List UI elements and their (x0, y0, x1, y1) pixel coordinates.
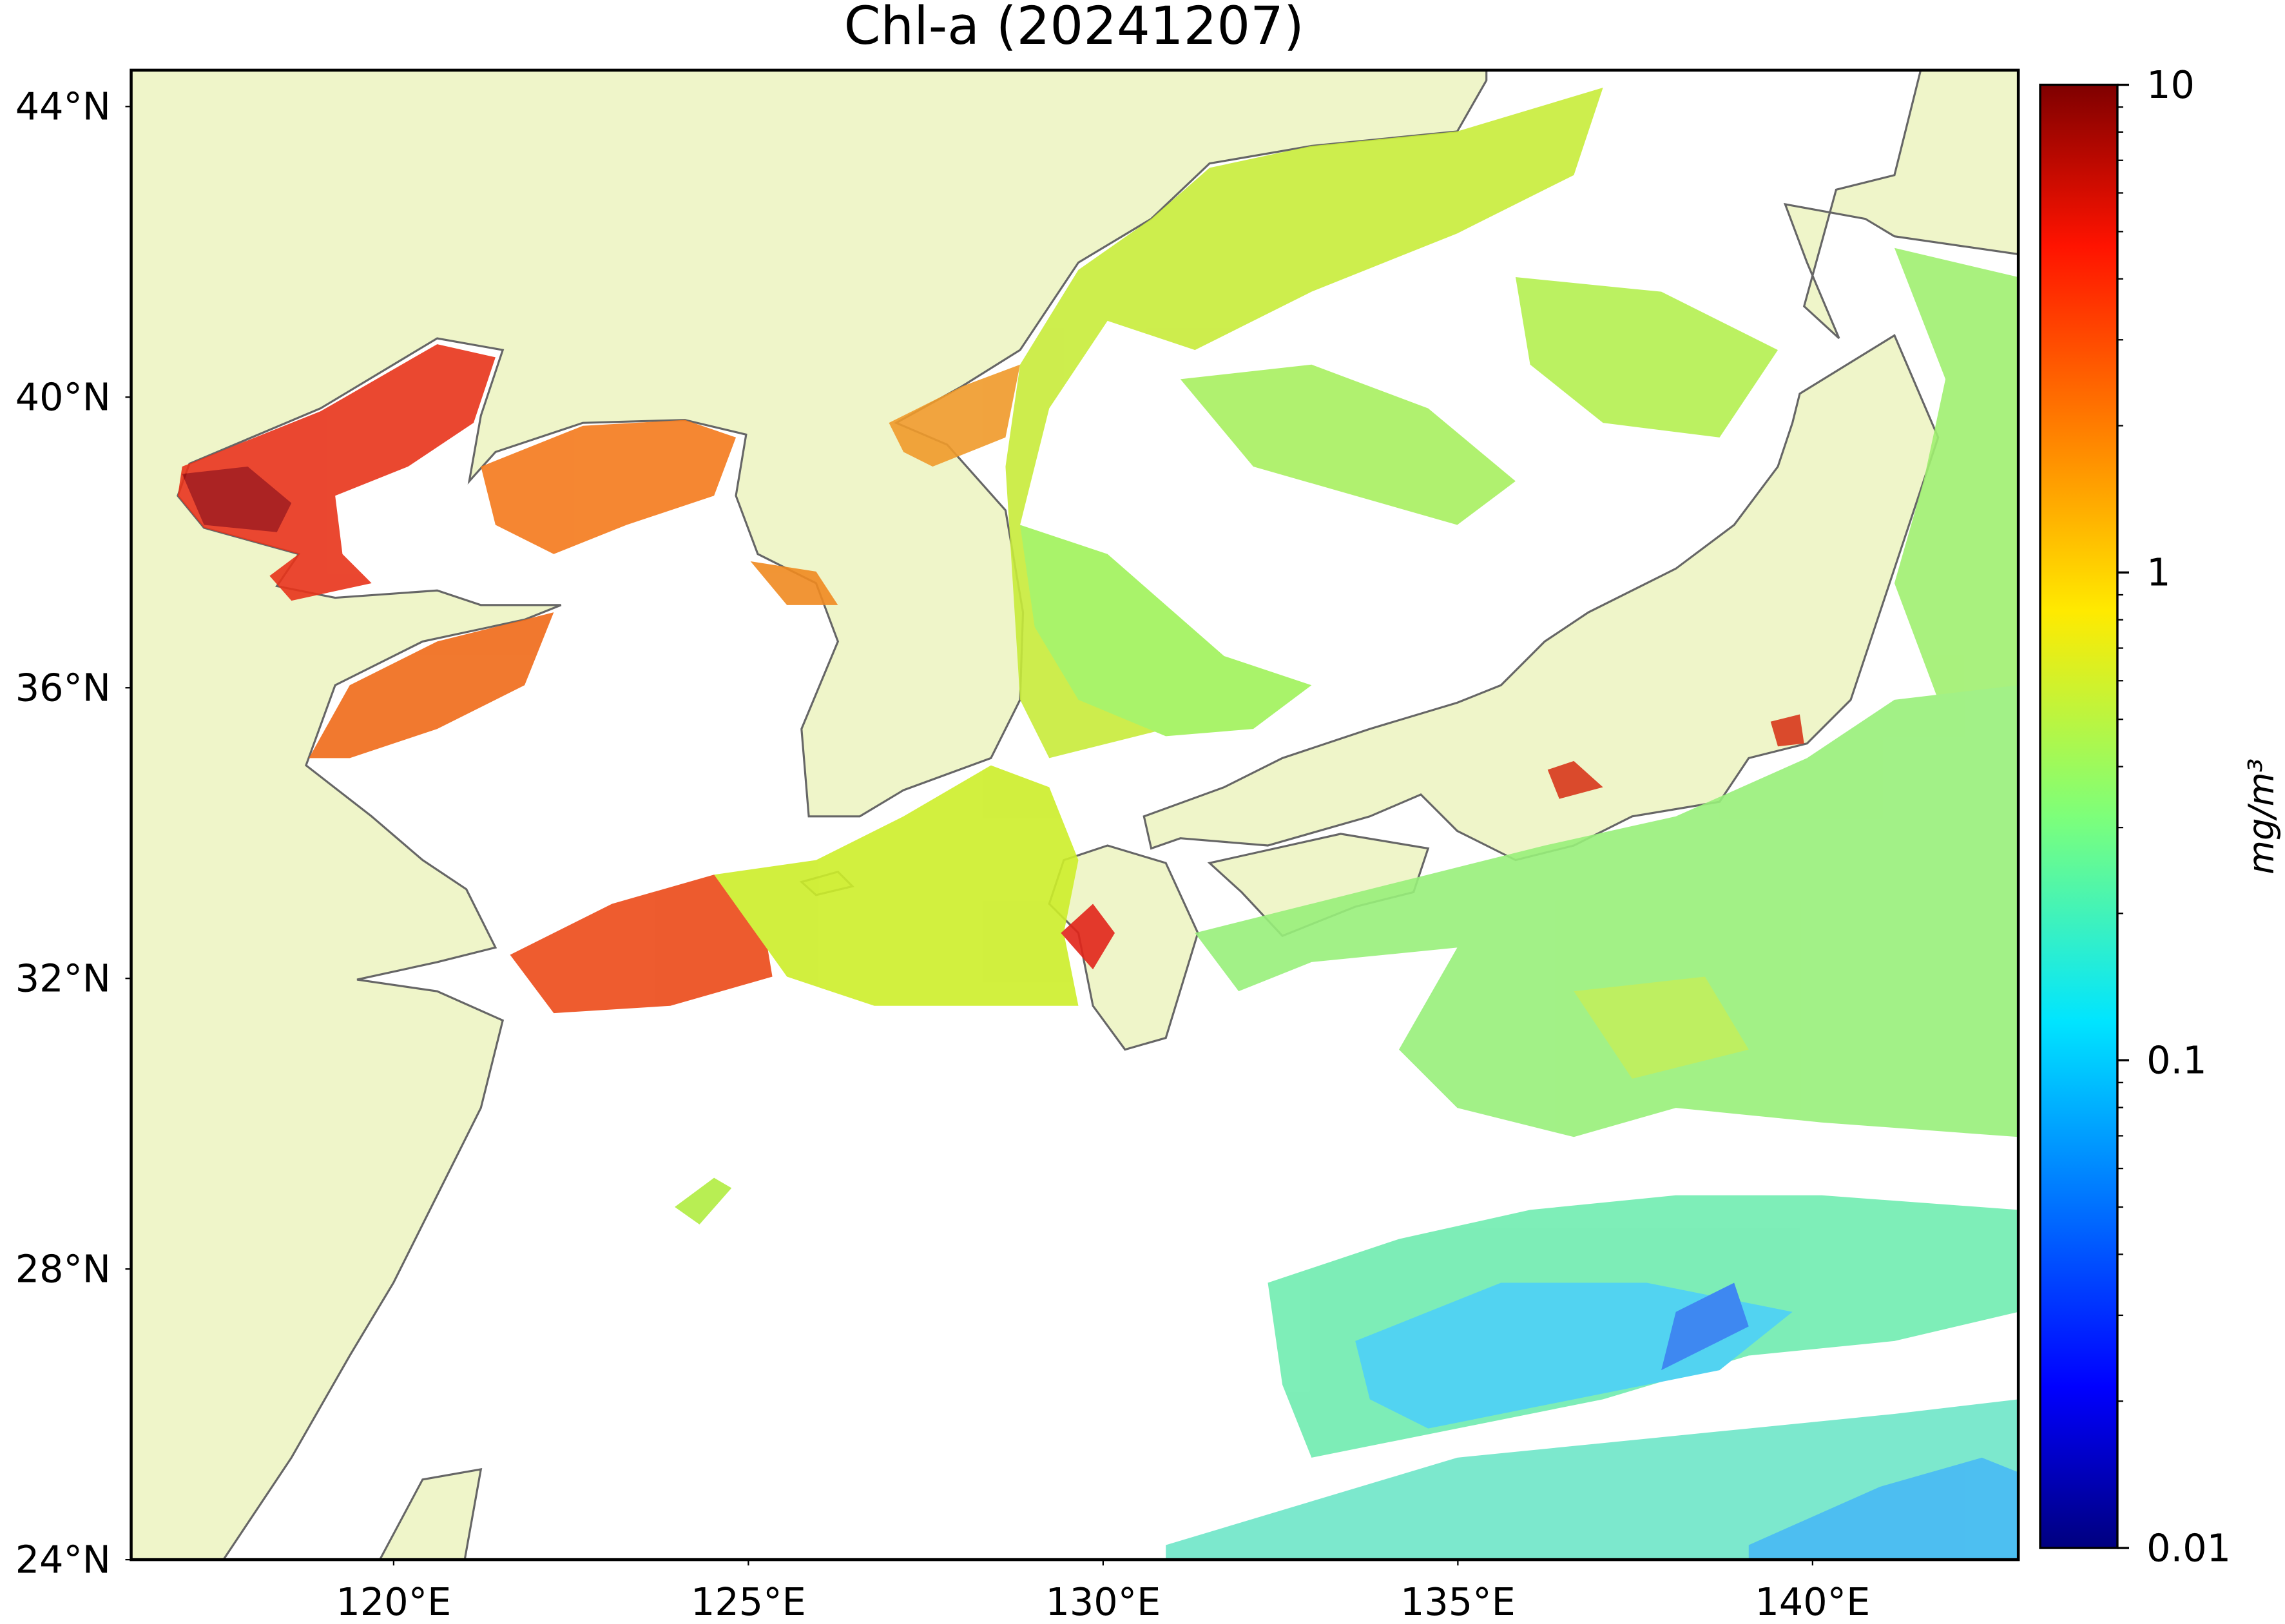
y-tick-label: 24°N (15, 1537, 111, 1581)
hokkaido (1783, 70, 2019, 340)
y-tick-label: 28°N (15, 1247, 111, 1291)
field-patch (1180, 364, 1516, 525)
y-tick-label: 36°N (15, 666, 111, 710)
taiwan (378, 1467, 483, 1560)
colorbar (2039, 83, 2119, 1549)
colorbar-label: mg/m³ (2241, 759, 2282, 875)
field-patch (714, 765, 1079, 1006)
honshu (1142, 334, 1940, 862)
field-patch (1061, 904, 1115, 970)
y-tick-label: 32°N (15, 956, 111, 1001)
x-tick-label: 120°E (336, 1580, 452, 1624)
field-patch (1770, 714, 1804, 747)
y-tick-label: 44°N (15, 84, 111, 129)
colorbar-tick-label: 0.1 (2146, 1038, 2206, 1083)
field-patch (675, 1177, 732, 1224)
field-patch (1020, 525, 1312, 737)
map-area (131, 70, 2019, 1560)
map-frame (130, 68, 2020, 1561)
map-title: Chl-a (20241207) (844, 0, 1304, 57)
x-tick-label: 125°E (691, 1580, 806, 1624)
colorbar-tick-label: 1 (2146, 550, 2170, 595)
field-patch (177, 344, 496, 601)
field-patch (1748, 1457, 2019, 1560)
field-patch (889, 364, 1021, 467)
field-patch (510, 875, 773, 1014)
colorbar-tick-label: 10 (2146, 63, 2195, 107)
field-patch (1195, 685, 2019, 1137)
field-patch (1547, 760, 1603, 799)
field-patch (182, 467, 292, 532)
field-patch (1661, 1282, 1749, 1371)
field-patch (309, 612, 554, 759)
field-patch (481, 420, 737, 554)
field-patch (1574, 976, 1749, 1079)
x-tick-label: 135°E (1400, 1580, 1516, 1624)
field-patch (1005, 88, 1603, 759)
field-patch (1894, 247, 2019, 730)
x-tick-label: 140°E (1755, 1580, 1870, 1624)
x-tick-label: 130°E (1046, 1580, 1161, 1624)
chlorophyll-field (177, 88, 2019, 1560)
field-patch (1166, 1399, 2019, 1560)
colorbar-tick-label: 0.01 (2146, 1525, 2231, 1570)
y-tick-label: 40°N (15, 375, 111, 420)
field-patch (750, 561, 838, 605)
